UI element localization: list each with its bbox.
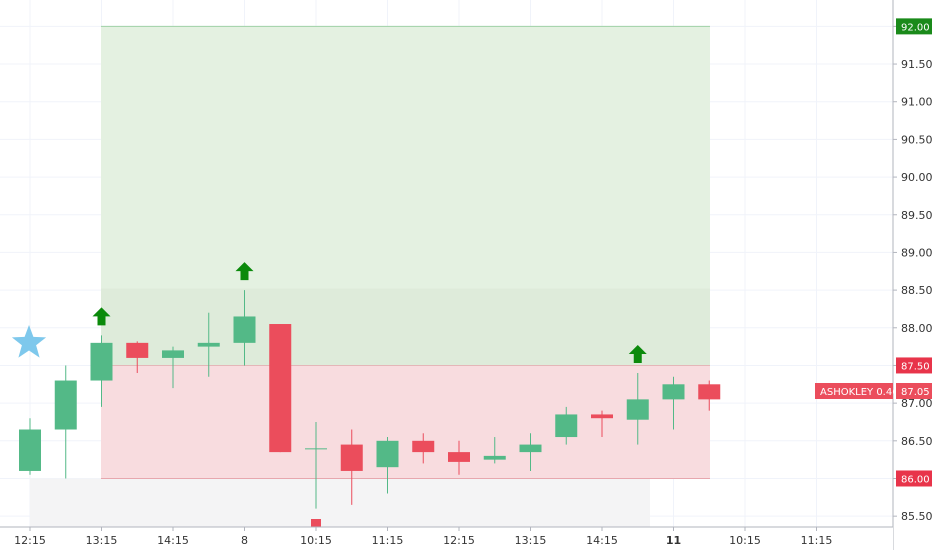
candle-body — [626, 399, 649, 420]
price-tick-label: 89.00 — [901, 246, 932, 259]
time-tick-label: 8 — [241, 534, 248, 547]
time-tick-label: 14:15 — [586, 534, 618, 547]
last-price-tag — [896, 383, 932, 399]
candle-body — [448, 452, 470, 462]
time-tick-label: 11:15 — [801, 534, 833, 547]
candle — [197, 312, 220, 377]
candle — [90, 335, 113, 407]
candle-body — [305, 448, 327, 450]
candle-body — [126, 342, 149, 358]
time-tick-label: 11:15 — [372, 534, 404, 547]
ticker-tag — [815, 383, 893, 399]
candle — [626, 372, 649, 445]
candle — [162, 346, 184, 389]
candle-body — [698, 384, 721, 400]
price-tick-label: 88.50 — [901, 284, 932, 297]
candle — [376, 437, 399, 494]
price-tick-label: 91.00 — [901, 96, 932, 109]
entry-price-tag-label: 87.50 — [901, 361, 930, 372]
time-tick-label: 10:15 — [300, 534, 332, 547]
candle — [483, 437, 506, 464]
price-tick-label: 86.50 — [901, 435, 932, 448]
price-axis-bg — [893, 0, 932, 550]
time-axis-bg — [0, 527, 893, 550]
candle-body — [19, 429, 41, 471]
last-price-label: 87.05 — [901, 387, 930, 398]
candle — [126, 341, 149, 373]
candle-body — [412, 440, 435, 453]
candle — [662, 376, 685, 430]
candle — [19, 418, 41, 475]
signal-markers — [11, 262, 647, 527]
time-tick-label: 12:15 — [443, 534, 475, 547]
candle — [555, 406, 578, 445]
price-tick-label: 90.00 — [901, 171, 932, 184]
target-price-tag — [896, 18, 932, 35]
buy-arrow-icon — [628, 344, 647, 363]
candle — [448, 440, 470, 475]
candle-body — [162, 350, 184, 358]
candle — [54, 365, 77, 479]
entry-price-tag — [896, 357, 932, 374]
candle — [412, 433, 435, 464]
candle-body — [483, 455, 506, 460]
candle-body — [90, 342, 113, 381]
candle-body — [376, 440, 399, 468]
candle-body — [197, 342, 220, 347]
candle-body — [519, 444, 542, 453]
price-tick-label: 87.00 — [901, 397, 932, 410]
stop-price-tag-label: 86.00 — [901, 474, 930, 485]
buy-arrow-icon — [235, 262, 254, 281]
time-tick-label: 13:15 — [86, 534, 118, 547]
time-tick-label: 13:15 — [515, 534, 547, 547]
price-tick-label: 89.50 — [901, 209, 932, 222]
lower-shade — [30, 478, 650, 527]
price-tick-label: 85.50 — [901, 510, 932, 523]
buy-arrow-icon — [92, 307, 111, 326]
target-price-label: 92.00 — [901, 22, 930, 33]
candle — [233, 290, 256, 366]
candle — [340, 429, 363, 505]
candle — [519, 433, 542, 471]
stop-price-tag — [896, 470, 932, 487]
time-tick-label: 12:15 — [14, 534, 46, 547]
loss-zone — [101, 365, 710, 479]
trade-zones — [30, 25, 710, 527]
range-band — [101, 288, 710, 366]
session-marker — [311, 519, 321, 527]
ticker-label: ASHOKLEY 0.46% — [820, 387, 908, 398]
candle-body — [340, 444, 363, 471]
candle-body — [555, 414, 578, 438]
candle — [591, 410, 613, 438]
candle — [698, 380, 721, 411]
time-tick-label: 10:15 — [729, 534, 761, 547]
price-tick-label: 91.50 — [901, 58, 932, 71]
candle-body — [54, 380, 77, 430]
candle-body — [662, 384, 685, 400]
price-tick-label: 90.50 — [901, 133, 932, 146]
candle-body — [233, 316, 256, 343]
time-tick-label: 14:15 — [157, 534, 189, 547]
candle — [305, 421, 327, 509]
candle-body — [269, 324, 292, 453]
time-tick-label: 11 — [666, 534, 681, 547]
candles — [19, 290, 721, 509]
candle-body — [591, 414, 613, 419]
candle — [269, 324, 292, 453]
price-tick-label: 88.00 — [901, 322, 932, 335]
star-icon — [11, 325, 47, 358]
